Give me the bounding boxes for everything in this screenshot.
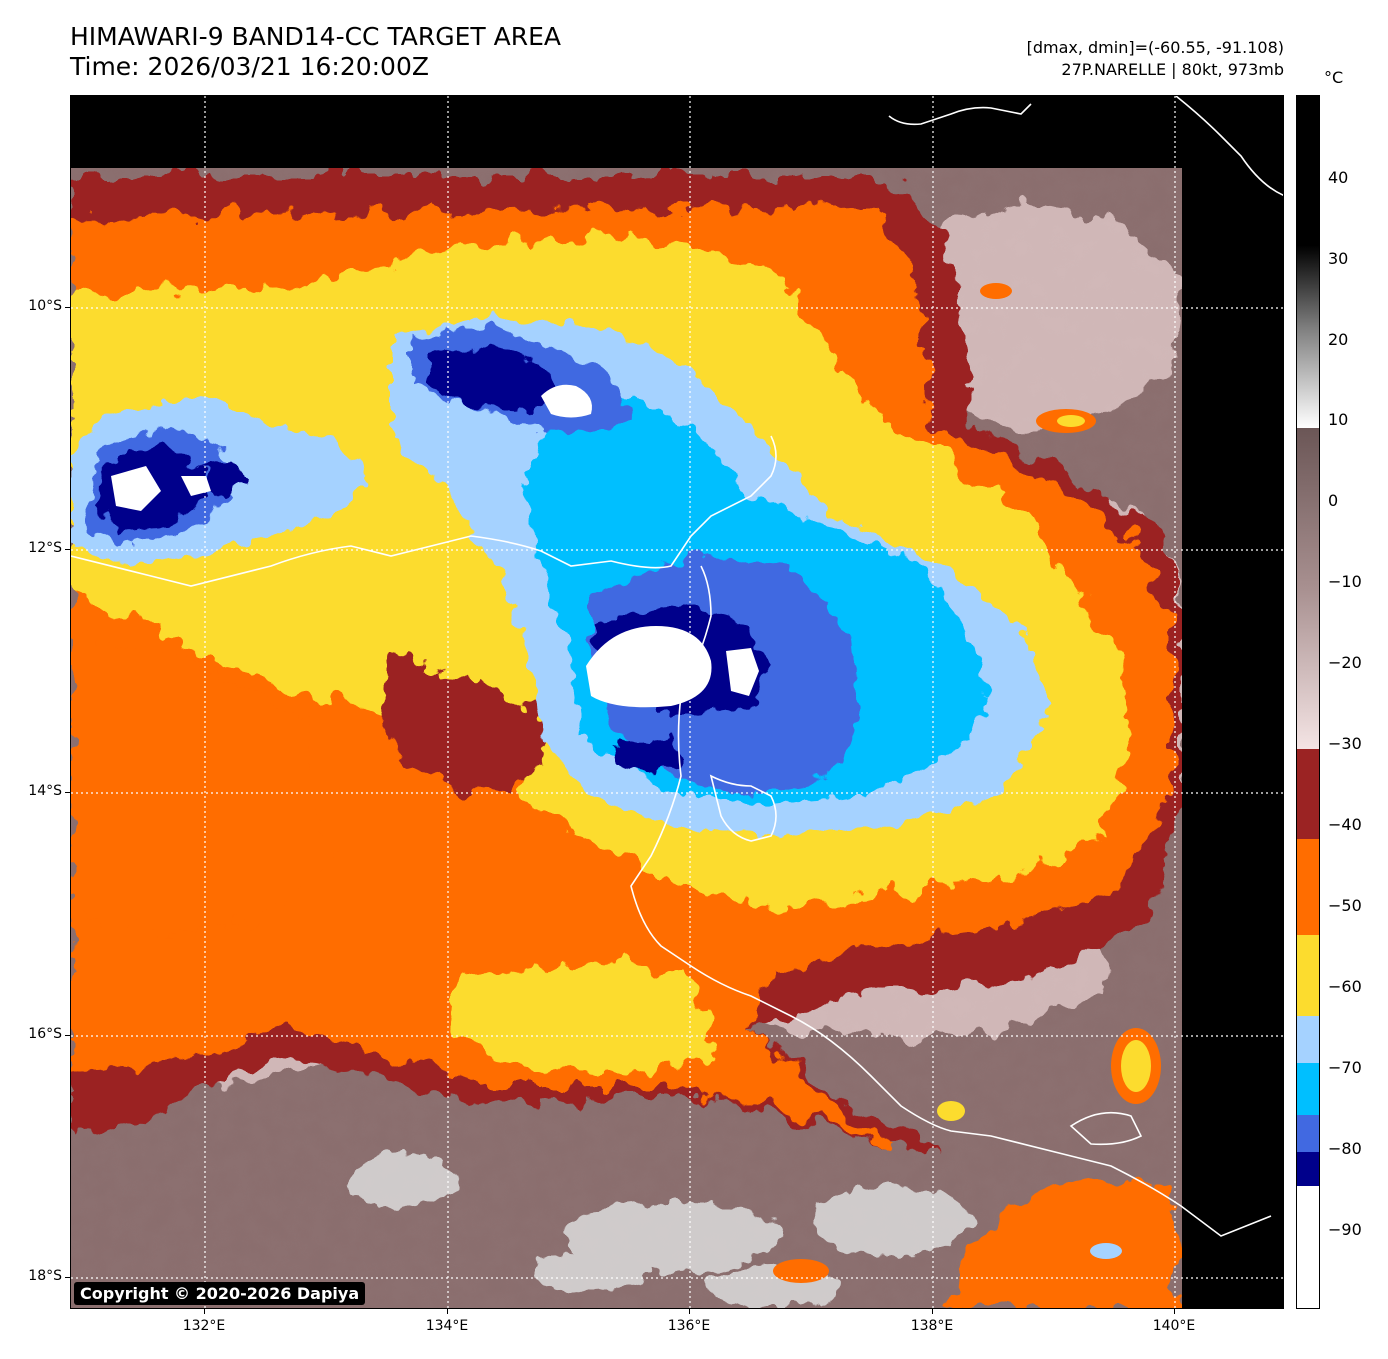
lon-tick xyxy=(689,1309,690,1314)
lon-label-134e: 134°E xyxy=(425,1318,469,1334)
graticule xyxy=(71,96,1283,1308)
lat-label-16s: 16°S xyxy=(28,1026,62,1042)
temperature-colorbar xyxy=(1296,95,1320,1309)
colorbar-label: −40 xyxy=(1328,815,1362,834)
coastlines xyxy=(71,96,1283,1237)
lat-tick xyxy=(65,549,70,550)
no-data-right xyxy=(1182,96,1283,1308)
isolated-convection xyxy=(773,283,1161,1283)
lat-tick xyxy=(65,792,70,793)
no-data-top xyxy=(71,96,1283,168)
lat-label-12s: 12°S xyxy=(28,540,62,556)
colorbar-label: −60 xyxy=(1328,977,1362,996)
lon-tick xyxy=(204,1309,205,1314)
colorbar-label: 10 xyxy=(1328,410,1349,429)
chart-title: HIMAWARI-9 BAND14-CC TARGET AREA xyxy=(70,22,562,51)
colorbar-label: −90 xyxy=(1328,1220,1362,1239)
colorbar-unit: °C xyxy=(1324,68,1344,87)
lat-label-10s: 10°S xyxy=(28,298,62,314)
colorbar-label: −80 xyxy=(1328,1139,1362,1158)
lat-label-18s: 18°S xyxy=(28,1268,62,1284)
coldest-cloud-tops xyxy=(111,384,759,708)
lat-label-14s: 14°S xyxy=(28,783,62,799)
satellite-image-map[interactable]: Copyright © 2020-2026 Dapiya xyxy=(70,95,1284,1309)
lat-tick xyxy=(65,307,70,308)
lat-tick xyxy=(65,1035,70,1036)
colorbar-label: −10 xyxy=(1328,572,1362,591)
lon-label-140e: 140°E xyxy=(1152,1318,1196,1334)
lon-tick xyxy=(932,1309,933,1314)
storm-info-label: 27P.NARELLE | 80kt, 973mb xyxy=(1061,60,1284,79)
lon-tick xyxy=(447,1309,448,1314)
colorbar-label: 30 xyxy=(1328,249,1349,268)
colorbar-label: 40 xyxy=(1328,168,1349,187)
lon-label-132e: 132°E xyxy=(182,1318,226,1334)
colorbar-label: −30 xyxy=(1328,734,1362,753)
lon-tick xyxy=(1174,1309,1175,1314)
lat-tick xyxy=(65,1277,70,1278)
colorbar-label: 20 xyxy=(1328,330,1349,349)
colorbar-label: −70 xyxy=(1328,1058,1362,1077)
colorbar-label: −50 xyxy=(1328,896,1362,915)
colorbar-label: 0 xyxy=(1328,491,1339,510)
satellite-imagery xyxy=(71,96,1283,1308)
temperature-range-label: [dmax, dmin]=(-60.55, -91.108) xyxy=(1026,38,1284,57)
lon-label-136e: 136°E xyxy=(667,1318,711,1334)
colorbar-label: −20 xyxy=(1328,653,1362,672)
colorbar-gradient xyxy=(1297,96,1319,1308)
time-label: Time: 2026/03/21 16:20:00Z xyxy=(70,52,429,81)
copyright-label: Copyright © 2020-2026 Dapiya xyxy=(74,1282,366,1305)
lon-label-138e: 138°E xyxy=(910,1318,954,1334)
